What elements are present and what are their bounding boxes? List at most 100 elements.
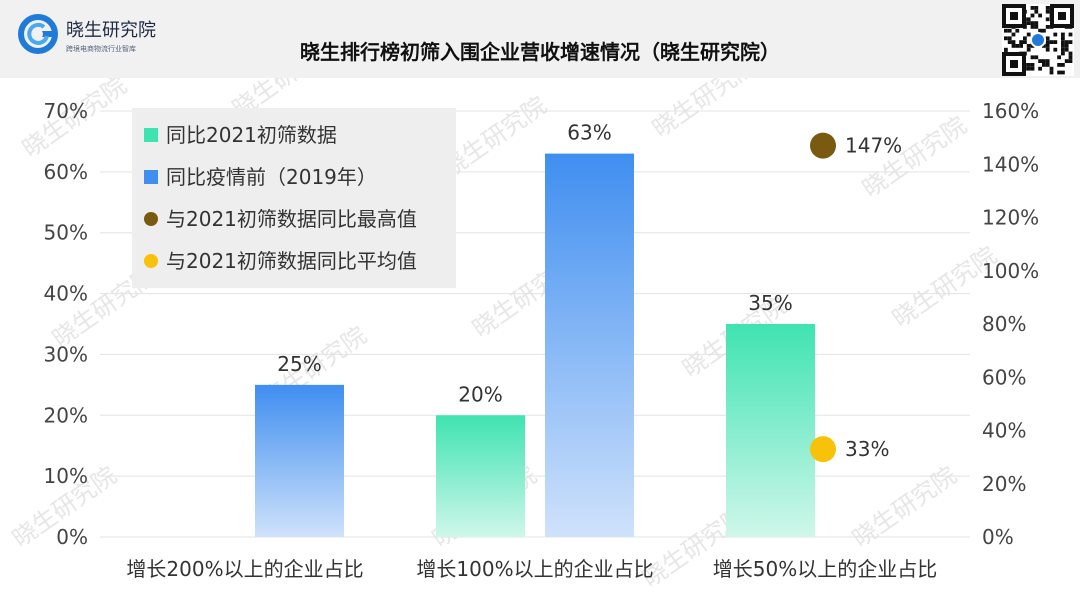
qr-module xyxy=(1061,63,1065,67)
legend-label: 同比2021初筛数据 xyxy=(166,123,337,147)
y-left-tick-label: 20% xyxy=(44,403,88,427)
watermark-text: 晓生研究院 xyxy=(647,78,761,143)
qr-module xyxy=(1026,32,1031,37)
qr-module xyxy=(1045,25,1050,29)
y-right-tick-label: 120% xyxy=(982,206,1039,230)
qr-module xyxy=(1011,32,1016,37)
scatter-data-label: 147% xyxy=(845,134,902,158)
bar-data-label: 63% xyxy=(567,121,611,145)
qr-module xyxy=(1030,13,1035,18)
bar-data-label: 20% xyxy=(458,382,502,406)
y-right-tick-label: 80% xyxy=(982,312,1026,336)
brand-tagline: 跨境电商物流行业智库 xyxy=(66,45,136,53)
qr-center-logo xyxy=(1030,32,1046,48)
qr-module xyxy=(1057,70,1061,75)
qr-module xyxy=(1023,40,1027,44)
y-left-tick-label: 50% xyxy=(44,221,88,245)
x-category-label: 增长100%以上的企业占比 xyxy=(416,557,653,581)
qr-module xyxy=(1064,59,1069,63)
qr-module xyxy=(1049,66,1054,71)
qr-module xyxy=(1045,9,1050,14)
qr-module xyxy=(1068,59,1073,63)
qr-module xyxy=(1026,47,1031,52)
bar-data-label: 25% xyxy=(277,352,321,376)
chart-title: 晓生排行榜初筛入围企业营收增速情况（晓生研究院） xyxy=(300,40,780,64)
qr-module xyxy=(1045,47,1050,52)
y-right-tick-label: 0% xyxy=(982,525,1014,549)
brand-name: 晓生研究院 xyxy=(66,20,156,41)
scatter-point xyxy=(810,132,836,159)
watermark-text: 晓生研究院 xyxy=(847,461,961,553)
qr-module xyxy=(1019,44,1023,48)
qr-module xyxy=(1042,44,1046,48)
qr-module xyxy=(1026,63,1031,67)
y-left-tick-label: 10% xyxy=(44,464,88,488)
qr-module xyxy=(1015,44,1020,48)
qr-module xyxy=(1034,21,1039,25)
bar xyxy=(726,324,815,537)
qr-module xyxy=(1045,6,1050,10)
qr-module xyxy=(1030,55,1035,60)
qr-module xyxy=(1061,51,1065,56)
qr-module xyxy=(1034,9,1039,14)
y-left-tick-label: 40% xyxy=(44,282,88,306)
legend-marker xyxy=(144,254,158,268)
qr-module xyxy=(1038,66,1042,71)
qr-module xyxy=(1030,44,1035,48)
qr-module xyxy=(1053,32,1058,37)
qr-module xyxy=(1053,40,1058,44)
brand-logo-icon xyxy=(18,14,58,54)
qr-finder-center xyxy=(1058,12,1066,20)
qr-module xyxy=(1057,63,1061,67)
qr-module xyxy=(1061,36,1065,41)
qr-module xyxy=(1064,44,1069,48)
qr-module xyxy=(1068,32,1073,37)
qr-code-image xyxy=(1002,4,1074,76)
bar xyxy=(436,415,525,537)
legend-swatch xyxy=(144,128,158,142)
qr-module xyxy=(1015,28,1020,33)
qr-module xyxy=(1004,36,1008,41)
qr-module xyxy=(1049,70,1054,75)
brand-logo: 晓生研究院 跨境电商物流行业智库 xyxy=(18,10,178,60)
qr-module xyxy=(1007,36,1012,41)
qr-module xyxy=(1068,55,1073,60)
qr-module xyxy=(1064,47,1069,52)
bar xyxy=(545,153,634,537)
x-category-label: 增长200%以上的企业占比 xyxy=(126,557,363,581)
header-bar: 晓生研究院 跨境电商物流行业智库 晓生排行榜初筛入围企业营收增速情况（晓生研究院… xyxy=(0,0,1080,78)
scatter-data-label: 33% xyxy=(845,437,889,461)
qr-module xyxy=(1030,21,1035,25)
qr-module xyxy=(1061,32,1065,37)
legend-swatch xyxy=(144,170,158,184)
qr-module xyxy=(1026,66,1031,71)
qr-module xyxy=(1061,44,1065,48)
qr-module xyxy=(1030,25,1035,29)
qr-module xyxy=(1045,63,1050,67)
qr-module xyxy=(1045,40,1050,44)
legend-marker xyxy=(144,212,158,226)
qr-module xyxy=(1068,40,1073,44)
qr-module xyxy=(1045,36,1050,41)
bar xyxy=(255,384,344,537)
qr-module xyxy=(1030,63,1035,67)
qr-module xyxy=(1061,47,1065,52)
y-left-tick-label: 30% xyxy=(44,342,88,366)
y-left-tick-label: 70% xyxy=(44,99,88,123)
qr-module xyxy=(1004,47,1008,52)
qr-module xyxy=(1068,51,1073,56)
qr-finder-center xyxy=(1010,60,1018,68)
qr-module xyxy=(1007,40,1012,44)
qr-module xyxy=(1026,44,1031,48)
qr-module xyxy=(1038,59,1042,63)
legend-label: 与2021初筛数据同比平均值 xyxy=(166,249,417,273)
qr-module xyxy=(1061,40,1065,44)
qr-module xyxy=(1042,59,1046,63)
y-right-tick-label: 40% xyxy=(982,419,1026,443)
qr-module xyxy=(1023,36,1027,41)
scatter-point xyxy=(810,436,836,463)
qr-module xyxy=(1007,28,1012,33)
qr-module xyxy=(1049,40,1054,44)
qr-module xyxy=(1026,17,1031,22)
qr-module xyxy=(1045,59,1050,63)
